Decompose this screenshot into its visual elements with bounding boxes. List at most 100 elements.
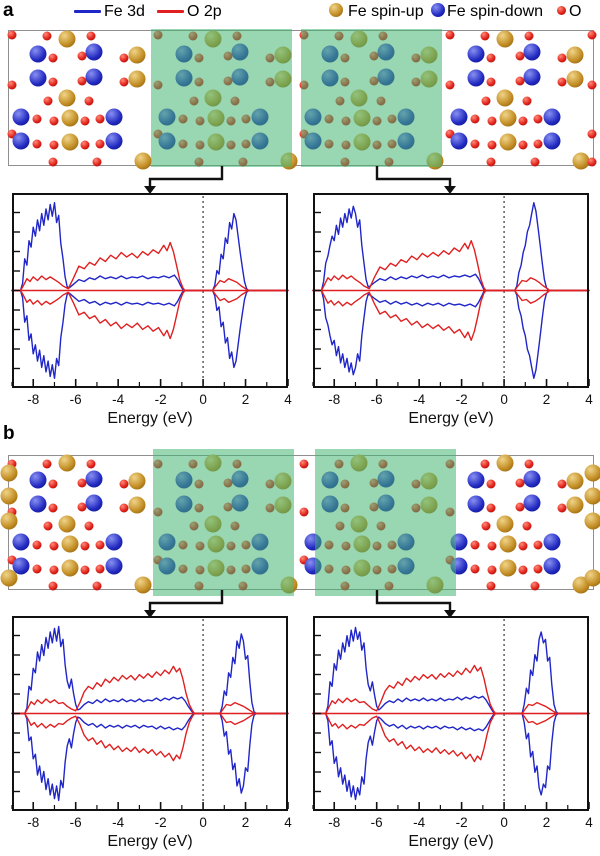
atom-o — [32, 114, 42, 124]
energy-axis-label: Energy (eV) — [408, 833, 493, 850]
dos-curve-o2p-spin-up — [11, 665, 289, 715]
arrowhead-a-right-icon — [444, 186, 456, 194]
atom-o — [43, 96, 53, 106]
x-tick-label: -8 — [328, 815, 340, 830]
dos-curve-fe3d-spin-up — [312, 626, 590, 715]
atom-fe-spin-down — [450, 108, 468, 126]
atom-fe-spin-up — [58, 515, 76, 533]
x-tick-label: -6 — [70, 815, 82, 830]
atom-o — [48, 503, 58, 513]
panel-b-label: b — [3, 423, 15, 444]
dos-curve-o2p-spin-down — [312, 712, 590, 763]
atom-o — [486, 503, 496, 513]
x-tick-label: -4 — [413, 392, 425, 407]
atom-fe-spin-down — [85, 68, 103, 86]
atom-o — [445, 129, 455, 139]
atom-o — [530, 157, 540, 167]
atom-o — [48, 479, 58, 489]
atom-fe-spin-down — [523, 68, 541, 86]
atom-o — [84, 96, 94, 106]
atom-fe-spin-up — [566, 472, 584, 490]
dos-curve-o2p-spin-down — [11, 289, 289, 340]
atom-o — [587, 129, 597, 139]
atom-o — [299, 459, 309, 469]
atom-fe-spin-down — [467, 495, 485, 513]
atom-fe-spin-down — [85, 43, 103, 61]
x-tick-label: 2 — [242, 815, 250, 830]
x-tick-label: 4 — [284, 392, 292, 407]
arrow-b-right — [375, 590, 452, 611]
energy-axis-label: Energy (eV) — [408, 410, 493, 427]
atom-o — [80, 116, 90, 126]
atom-o — [470, 114, 480, 124]
arrow-a-right — [375, 166, 452, 187]
atom-o — [557, 479, 567, 489]
atom-o — [470, 139, 480, 149]
atom-o — [518, 116, 528, 126]
atom-o — [487, 565, 497, 575]
atom-o — [80, 140, 90, 150]
atom-o — [518, 541, 528, 551]
x-tick-label: 2 — [543, 815, 551, 830]
x-tick-label: -8 — [27, 815, 39, 830]
atom-o — [48, 53, 58, 63]
atom-o — [533, 114, 543, 124]
atom-fe-spin-down — [85, 470, 103, 488]
atom-fe-spin-up — [584, 512, 600, 530]
x-tick-label: -4 — [112, 392, 124, 407]
arrow-connectors-b — [144, 590, 456, 618]
atom-fe-spin-down — [467, 69, 485, 87]
atom-o — [42, 31, 52, 41]
dos-chart-a-right: -8 -6 -4 -2 0 2 4 Energy (eV) — [312, 193, 593, 427]
atom-fe-spin-up — [499, 559, 517, 577]
dos-curve-o2p-spin-up — [11, 241, 289, 292]
dos-frame — [12, 193, 288, 388]
atom-fe-spin-down — [105, 533, 123, 551]
atom-fe-spin-down — [29, 45, 47, 63]
atom-fe-spin-down — [105, 108, 123, 126]
atom-fe-spin-up — [572, 152, 590, 170]
x-tick-label: 0 — [500, 815, 508, 830]
x-tick-label: 4 — [585, 392, 593, 407]
atom-o — [515, 51, 525, 61]
highlight-region-2 — [301, 29, 442, 167]
atom-fe-spin-down — [467, 45, 485, 63]
atom-o — [480, 31, 490, 41]
atom-o — [92, 581, 102, 591]
atom-fe-spin-down — [105, 132, 123, 150]
atom-o — [7, 507, 17, 517]
atom-o — [486, 479, 496, 489]
legend-fe-spin-down-label: Fe spin-down — [447, 3, 544, 20]
x-tick-label: 0 — [199, 815, 207, 830]
atom-o — [557, 53, 567, 63]
x-tick-label: -4 — [112, 815, 124, 830]
atom-fe-spin-down — [29, 69, 47, 87]
atom-o — [445, 30, 455, 40]
atom-o — [48, 581, 58, 591]
atom-o — [43, 521, 53, 531]
atom-o — [49, 565, 59, 575]
dos-curve-fe3d-spin-up — [312, 201, 590, 292]
atom-fe-spin-up — [0, 512, 18, 530]
atom-fe-spin-down — [543, 132, 561, 150]
atom-o — [119, 503, 129, 513]
atom-o — [77, 76, 87, 86]
x-tick-label: 4 — [284, 815, 292, 830]
atom-o — [80, 541, 90, 551]
structure-slab-b — [0, 449, 600, 596]
highlight-region-1 — [153, 449, 294, 596]
atom-o — [587, 30, 597, 40]
atom-fe-spin-down — [543, 108, 561, 126]
atom-fe-spin-up — [61, 535, 79, 553]
atom-o — [557, 77, 567, 87]
atom-o — [7, 129, 17, 139]
atom-fe-spin-up — [584, 487, 600, 505]
atom-o — [119, 77, 129, 87]
dos-curve-o2p-spin-down — [312, 289, 590, 342]
atom-o — [299, 555, 309, 565]
dos-curve-o2p-spin-up — [312, 664, 590, 715]
atom-o — [92, 157, 102, 167]
x-tick-label: -2 — [456, 392, 468, 407]
dos-curve-fe3d-spin-down — [11, 289, 289, 380]
arrowhead-b-right-icon — [444, 610, 456, 618]
